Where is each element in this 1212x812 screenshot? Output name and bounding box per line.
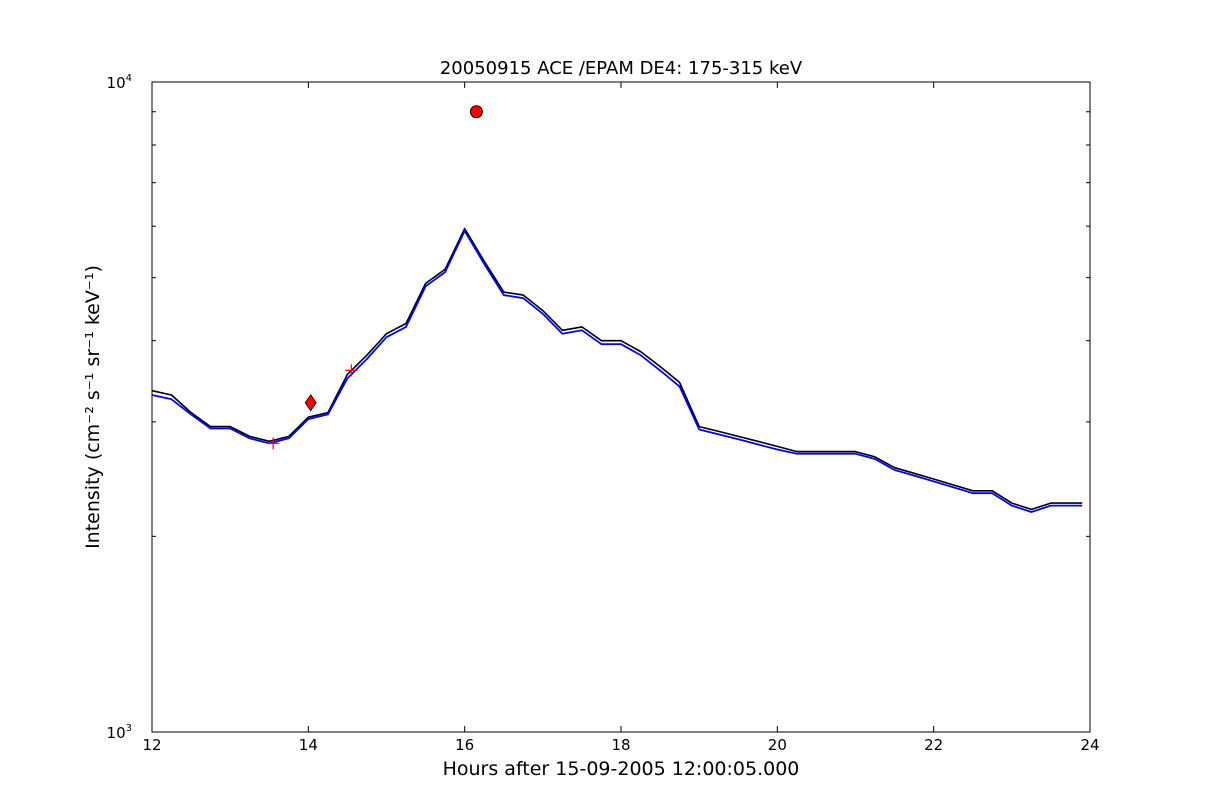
marker-circle xyxy=(469,105,483,119)
x-tick-label: 22 xyxy=(924,736,943,754)
marker-plus-2 xyxy=(345,364,358,377)
x-tick-label: 14 xyxy=(299,736,318,754)
y-tick-label: 104 xyxy=(107,73,132,92)
y-tick-label: 103 xyxy=(107,723,132,742)
marker-plus-3 xyxy=(267,437,280,450)
marker-layer xyxy=(267,105,483,450)
x-tick-label: 16 xyxy=(455,736,474,754)
x-tick-label: 12 xyxy=(142,736,161,754)
chart-title: 20050915 ACE /EPAM DE4: 175-315 keV xyxy=(440,58,803,79)
series-line-smoothed xyxy=(151,229,1083,513)
plot-frame xyxy=(151,81,1091,733)
x-axis-label: Hours after 15-09-2005 12:00:05.000 xyxy=(443,758,800,780)
y-axis-label: Intensity (cm⁻² s⁻¹ sr⁻¹ keV⁻¹) xyxy=(82,265,104,549)
series-layer xyxy=(151,227,1083,513)
x-tick-label: 24 xyxy=(1080,736,1099,754)
x-tick-label: 20 xyxy=(768,736,787,754)
series-line-raw xyxy=(151,227,1083,511)
x-tick-label: 18 xyxy=(611,736,630,754)
marker-diamond xyxy=(304,394,317,412)
